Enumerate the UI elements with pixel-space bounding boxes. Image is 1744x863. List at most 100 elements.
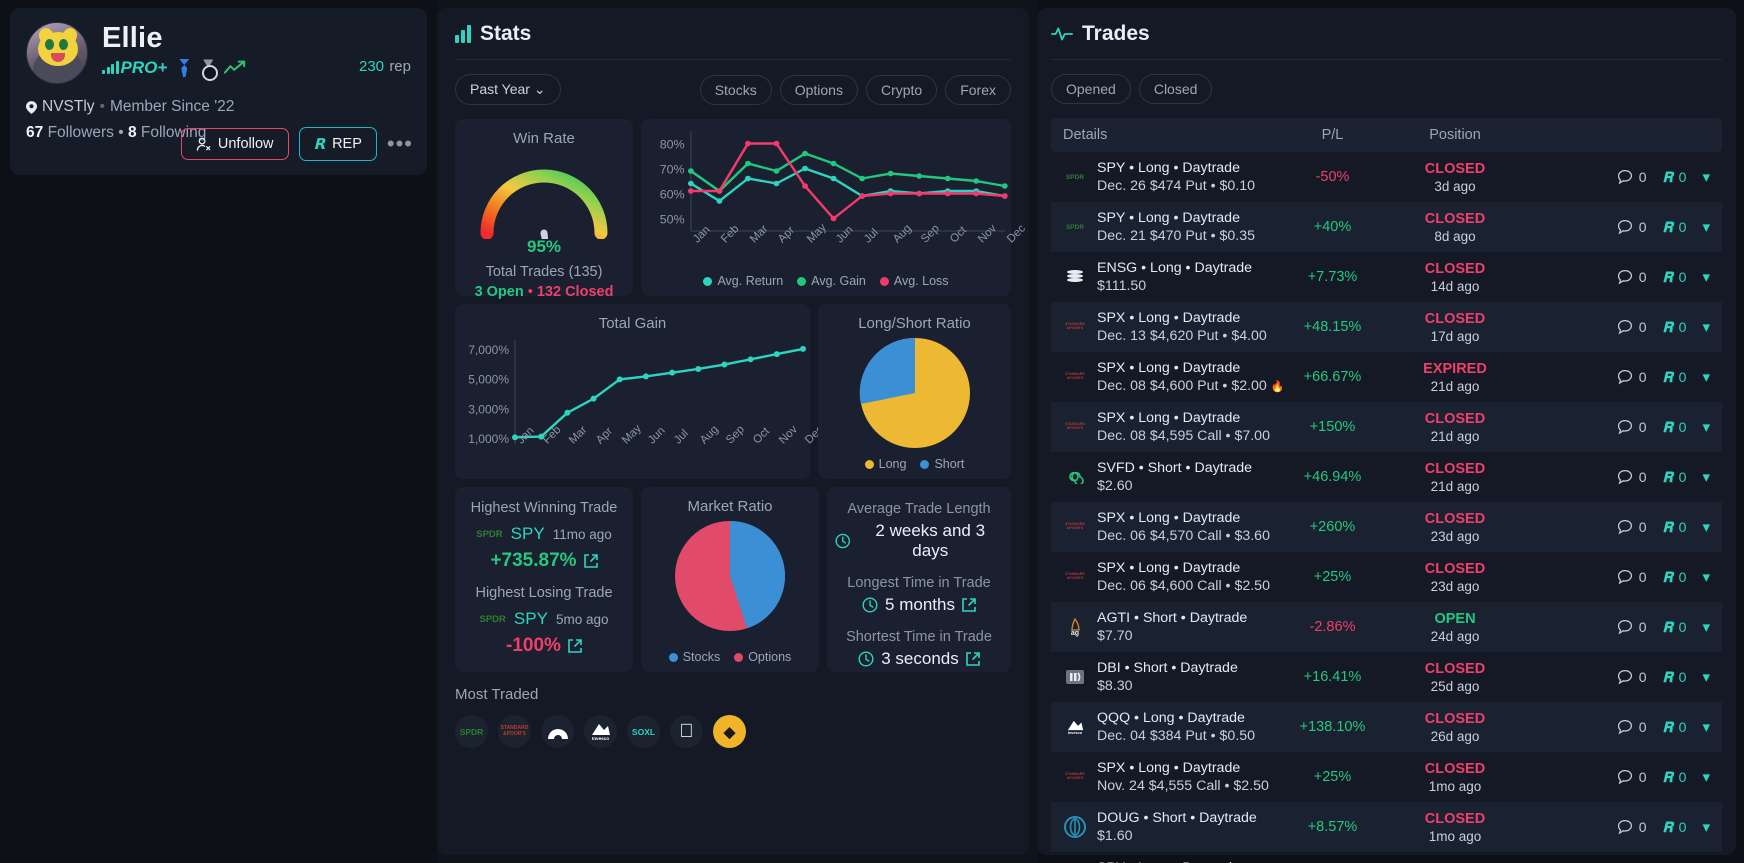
comment-action[interactable]: 0: [1617, 519, 1647, 535]
most-traded-warn-icon[interactable]: ◆: [713, 715, 746, 748]
comment-action[interactable]: 0: [1617, 769, 1647, 785]
filter-stocks[interactable]: Stocks: [699, 74, 772, 105]
avatar[interactable]: [26, 22, 88, 84]
table-row[interactable]: ag AGTI • Short • Daytrade $7.70 -2.86% OPEN…: [1051, 602, 1722, 652]
most-traded-spdr-icon[interactable]: SPDR: [455, 715, 488, 748]
chevron-down-icon[interactable]: ▾: [1702, 419, 1710, 436]
trade-logo-icon: ag: [1063, 615, 1087, 639]
unfollow-button[interactable]: Unfollow: [180, 128, 289, 160]
spdr-logo-icon: SPDR: [476, 528, 503, 540]
chevron-down-icon[interactable]: ▾: [1702, 319, 1710, 336]
chevron-down-icon[interactable]: ▾: [1702, 369, 1710, 386]
trade-details: SPY • Long • Daytrade Dec. 26 $474 Put • …: [1097, 160, 1275, 194]
svg-text:ag: ag: [1071, 630, 1079, 637]
table-row[interactable]: SPDR SPY • Long • Daytrade Dec. 26 $474 Pu…: [1051, 152, 1722, 202]
chevron-down-icon[interactable]: ▾: [1702, 519, 1710, 536]
most-traded-nio-icon[interactable]: [541, 715, 574, 748]
tab-closed[interactable]: Closed: [1138, 74, 1213, 104]
follow-stats: 67 Followers • 8 Following: [26, 124, 411, 142]
external-link-icon[interactable]: [583, 554, 598, 568]
table-row[interactable]: SPDR SPY • Long • Daytrade Dec. 21 $470 Pu…: [1051, 202, 1722, 252]
comment-action[interactable]: 0: [1617, 219, 1647, 235]
table-row[interactable]: STANDARD &POOR'S SPX • Long • Daytrade Dec.…: [1051, 552, 1722, 602]
highest-losing-percent-row: -100%: [463, 635, 625, 657]
table-row[interactable]: STANDARD &POOR'S SPX • Long • Daytrade Nov.…: [1051, 752, 1722, 802]
table-row[interactable]: SVFD • Short • Daytrade $2.60 +46.94% CLOSE…: [1051, 452, 1722, 502]
rep-count: 0: [1678, 669, 1687, 685]
data-point: [944, 190, 951, 197]
comment-action[interactable]: 0: [1617, 719, 1647, 735]
filter-options[interactable]: Options: [779, 74, 858, 105]
rep-button[interactable]: 𝗥 REP: [298, 127, 377, 161]
most-traded-invesco-icon[interactable]: Invesco: [584, 715, 617, 748]
chevron-down-icon[interactable]: ▾: [1702, 269, 1710, 286]
comment-action[interactable]: 0: [1617, 169, 1647, 185]
table-row[interactable]: STANDARD &POOR'S SPX • Long • Daytrade Dec.…: [1051, 502, 1722, 552]
avg-trade-length-label: Average Trade Length: [847, 501, 991, 517]
chevron-down-icon[interactable]: ▾: [1702, 819, 1710, 836]
table-row[interactable]: ENSG • Long • Daytrade $111.50 +7.73% CLOSE…: [1051, 252, 1722, 302]
trade-actions: 0 𝐑 0 ▾: [1520, 368, 1710, 386]
comment-count: 0: [1638, 669, 1647, 685]
comment-action[interactable]: 0: [1617, 569, 1647, 585]
filter-forex[interactable]: Forex: [945, 74, 1011, 105]
most-traded-sp-icon[interactable]: STANDARD &POOR'S: [498, 715, 531, 748]
chevron-down-icon[interactable]: ▾: [1702, 469, 1710, 486]
external-link-icon-3[interactable]: [962, 598, 976, 612]
comment-action[interactable]: 0: [1617, 469, 1647, 485]
comment-action[interactable]: 0: [1617, 319, 1647, 335]
most-traded-soxl-icon[interactable]: SOXL: [627, 715, 660, 748]
rep-count: 0: [1678, 819, 1687, 835]
data-point: [830, 160, 837, 167]
status-badge: CLOSED: [1424, 560, 1486, 577]
more-options-button[interactable]: •••: [386, 131, 413, 156]
filter-crypto[interactable]: Crypto: [865, 74, 938, 105]
chevron-down-icon[interactable]: ▾: [1702, 569, 1710, 586]
chevron-down-icon[interactable]: ▾: [1702, 769, 1710, 786]
chevron-down-icon[interactable]: ▾: [1702, 219, 1710, 236]
comment-action[interactable]: 0: [1617, 619, 1647, 635]
tab-opened[interactable]: Opened: [1051, 74, 1131, 104]
table-row[interactable]: STANDARD &POOR'S SPX • Long • Daytrade Dec.…: [1051, 302, 1722, 352]
chevron-down-icon[interactable]: ▾: [1702, 169, 1710, 186]
table-row[interactable]: DOUG • Short • Daytrade $1.60 +8.57% CLOSED…: [1051, 802, 1722, 852]
external-link-icon-2[interactable]: [568, 639, 582, 653]
platform-name[interactable]: NVSTly: [42, 98, 95, 115]
table-row[interactable]: DBI • Short • Daytrade $8.30 +16.41% CLOSED…: [1051, 652, 1722, 702]
comment-action[interactable]: 0: [1617, 369, 1647, 385]
open-trades-count: 3 Open: [474, 284, 524, 300]
line-series: [690, 152, 1005, 193]
external-link-icon-4[interactable]: [965, 652, 980, 666]
followers-label[interactable]: Followers: [47, 124, 114, 141]
table-row[interactable]: Invesco QQQ • Long • Daytrade Dec. 04 $384…: [1051, 702, 1722, 752]
chevron-down-icon[interactable]: ▾: [1702, 669, 1710, 686]
comment-action[interactable]: 0: [1617, 819, 1647, 835]
comment-action[interactable]: 0: [1617, 269, 1647, 285]
chevron-down-icon[interactable]: ▾: [1702, 619, 1710, 636]
pro-plus-badge[interactable]: PRO+: [102, 58, 167, 78]
most-traded-apple-icon[interactable]: : [670, 715, 703, 748]
highest-winning-ticker[interactable]: SPY: [510, 524, 545, 543]
comment-action[interactable]: 0: [1617, 419, 1647, 435]
timeframe-dropdown[interactable]: Past Year ⌄: [455, 74, 561, 105]
table-row[interactable]: STANDARD &POOR'S SPX • Long • Daytrade Dec.…: [1051, 352, 1722, 402]
highest-losing-ticker[interactable]: SPY: [513, 609, 548, 628]
table-row[interactable]: STANDARD &POOR'S SPX • Long • Daytrade Dec.…: [1051, 402, 1722, 452]
comment-action[interactable]: 0: [1617, 669, 1647, 685]
chevron-down-icon[interactable]: ▾: [1702, 719, 1710, 736]
